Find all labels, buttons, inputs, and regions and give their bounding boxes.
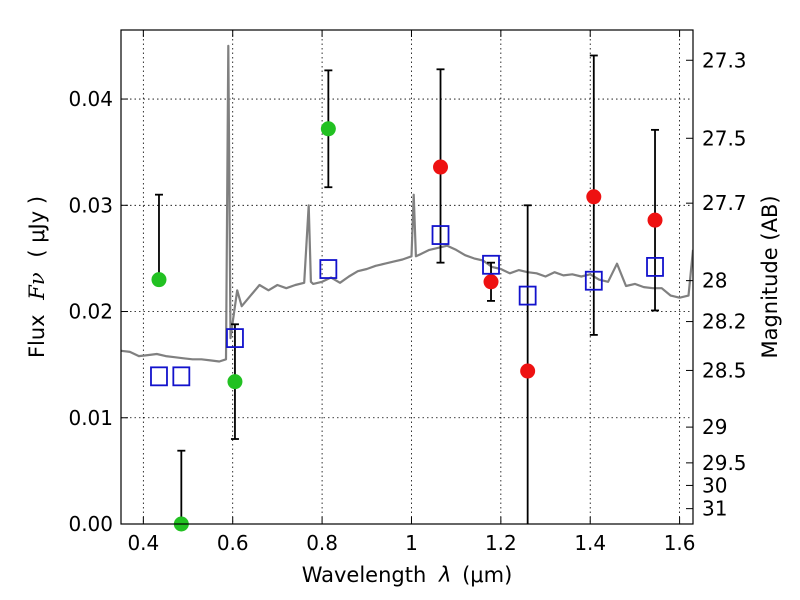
y2-axis-title: Magnitude (AB) [758,195,782,358]
y-tick-label: 0.01 [68,406,113,430]
x-tick-label: 0.6 [217,531,249,555]
red-point [483,274,499,290]
y2-tick-label: 29 [702,415,727,439]
model-square [431,225,450,245]
plot-area [121,44,693,363]
y-tick-label: 0.03 [68,193,113,217]
model-square [646,257,664,277]
markers [150,121,664,532]
model-square [584,270,603,291]
y-tick-label: 0.02 [68,300,113,324]
plot-frame [120,29,694,525]
y2-tick-label: 30 [702,473,727,497]
red-point [520,363,536,379]
y2-tick-label: 27.5 [702,126,747,150]
y2-tick-label: 27.3 [702,48,747,72]
template-spectrum-line [121,44,693,363]
plot-background [121,30,693,524]
x-axis-title: Wavelength λ (μm) [302,563,513,587]
y-tick-label: 0.00 [68,512,113,536]
x-tick-label: 1 [405,531,418,555]
y-axis-title: Flux Fν ( μJy ) [25,196,49,358]
model-square [319,259,338,279]
red-point [433,159,449,175]
y2-tick-label: 29.5 [702,451,747,475]
red-point [647,212,663,228]
y2-tick-label: 28.2 [702,310,747,334]
y2-tick-label: 28.5 [702,358,747,382]
x-tick-label: 0.4 [127,531,159,555]
x-axis-ticks: 0.4 0.6 0.8 1 1.2 1.4 1.6 [127,30,696,555]
y-tick-label: 0.04 [68,87,113,111]
y2-tick-label: 28 [702,269,727,293]
y2-tick-label: 27.7 [702,191,747,215]
model-square [226,328,244,348]
y2-tick-label: 31 [702,497,727,521]
red-point [586,189,602,205]
green-point [227,374,243,390]
model-square [482,254,500,275]
x-tick-label: 1.6 [664,531,696,555]
green-point [151,272,167,288]
y-axis-ticks: 0.00 0.01 0.02 0.03 0.04 [68,87,128,536]
model-square [172,366,191,387]
model-square [518,285,537,306]
model-square [150,366,168,387]
green-point [320,121,336,137]
x-tick-label: 1.4 [574,531,606,555]
x-tick-label: 0.8 [306,531,338,555]
x-tick-label: 1.2 [485,531,517,555]
